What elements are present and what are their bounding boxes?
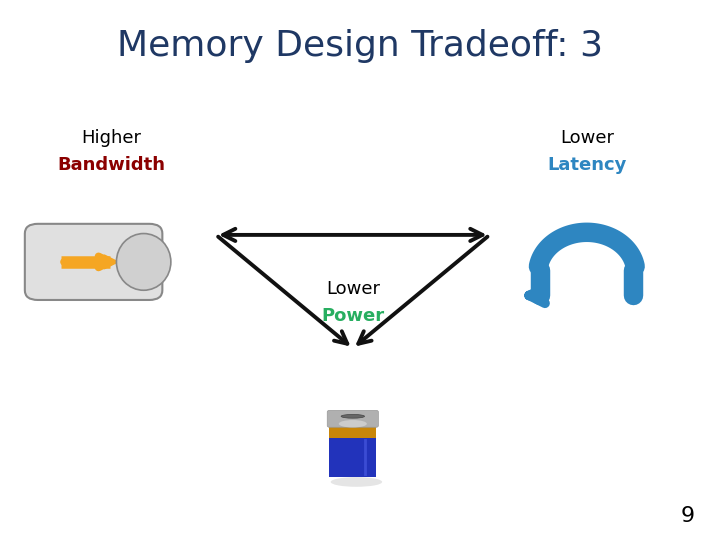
Text: 9: 9: [680, 507, 695, 526]
FancyBboxPatch shape: [330, 426, 376, 438]
FancyBboxPatch shape: [24, 224, 163, 300]
FancyBboxPatch shape: [330, 438, 376, 477]
Text: Bandwidth: Bandwidth: [58, 156, 166, 174]
Text: Lower: Lower: [325, 280, 380, 298]
Text: Power: Power: [321, 307, 384, 325]
Text: Memory Design Tradeoff: 3: Memory Design Tradeoff: 3: [117, 29, 603, 63]
Text: Higher: Higher: [81, 129, 142, 147]
Ellipse shape: [341, 415, 364, 418]
Ellipse shape: [117, 233, 171, 290]
FancyBboxPatch shape: [327, 410, 379, 427]
Text: Latency: Latency: [547, 156, 626, 174]
Ellipse shape: [330, 477, 382, 487]
Text: Lower: Lower: [560, 129, 613, 147]
Ellipse shape: [339, 420, 367, 428]
